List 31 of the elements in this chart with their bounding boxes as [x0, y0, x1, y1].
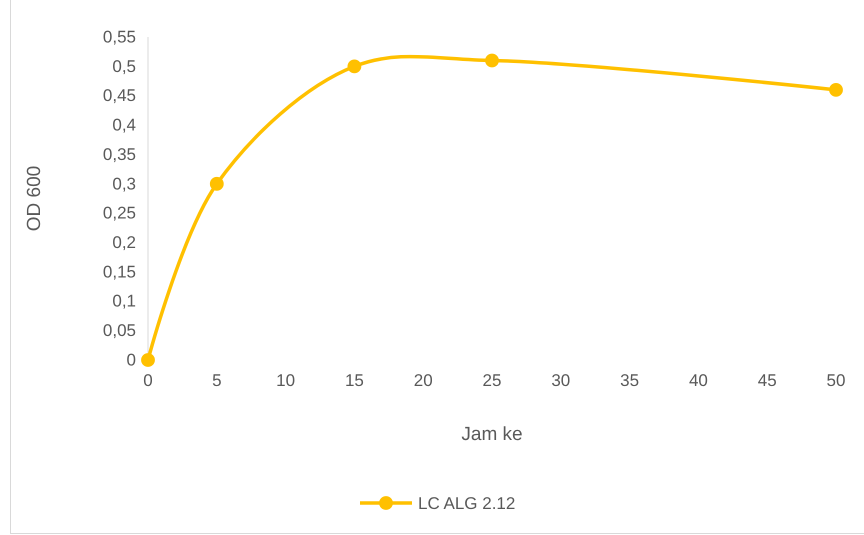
- y-tick-label: 0,4: [112, 116, 136, 135]
- x-tick-label: 35: [620, 371, 640, 390]
- y-tick-label: 0,3: [112, 174, 136, 194]
- y-axis-title: OD 600: [24, 166, 45, 232]
- y-tick-label: 0,45: [102, 86, 136, 106]
- y-tick-label: 0: [126, 350, 136, 370]
- x-axis-title: Jam ke: [461, 424, 523, 445]
- point: [141, 353, 155, 367]
- x-tick-label: 10: [276, 371, 296, 390]
- x-tick-label: 45: [758, 371, 777, 390]
- x-tick-label: 50: [826, 371, 846, 390]
- x-tick-label: 25: [482, 371, 502, 390]
- x-tick-label: 20: [414, 371, 433, 390]
- x-tick-label: 5: [212, 371, 222, 390]
- x-tick-label: 30: [551, 371, 570, 390]
- legend-label: LC ALG 2.12: [418, 494, 516, 513]
- point: [210, 176, 224, 191]
- point: [829, 82, 843, 97]
- y-tick-label: 0,5: [112, 56, 136, 76]
- y-tick-label: 0,2: [112, 232, 136, 252]
- x-tick-label: 15: [344, 371, 364, 390]
- x-tick-label: 40: [688, 371, 708, 390]
- y-tick-label: 0,25: [102, 204, 136, 223]
- y-tick-label: 0,55: [102, 27, 136, 46]
- x-tick-label: 0: [143, 371, 153, 390]
- point: [485, 54, 499, 68]
- y-tick-label: 0,35: [102, 144, 136, 164]
- point: [347, 59, 362, 74]
- y-tick-label: 0,15: [102, 262, 136, 282]
- y-tick-label: 0,05: [102, 321, 136, 340]
- y-tick-label: 0,1: [112, 292, 136, 311]
